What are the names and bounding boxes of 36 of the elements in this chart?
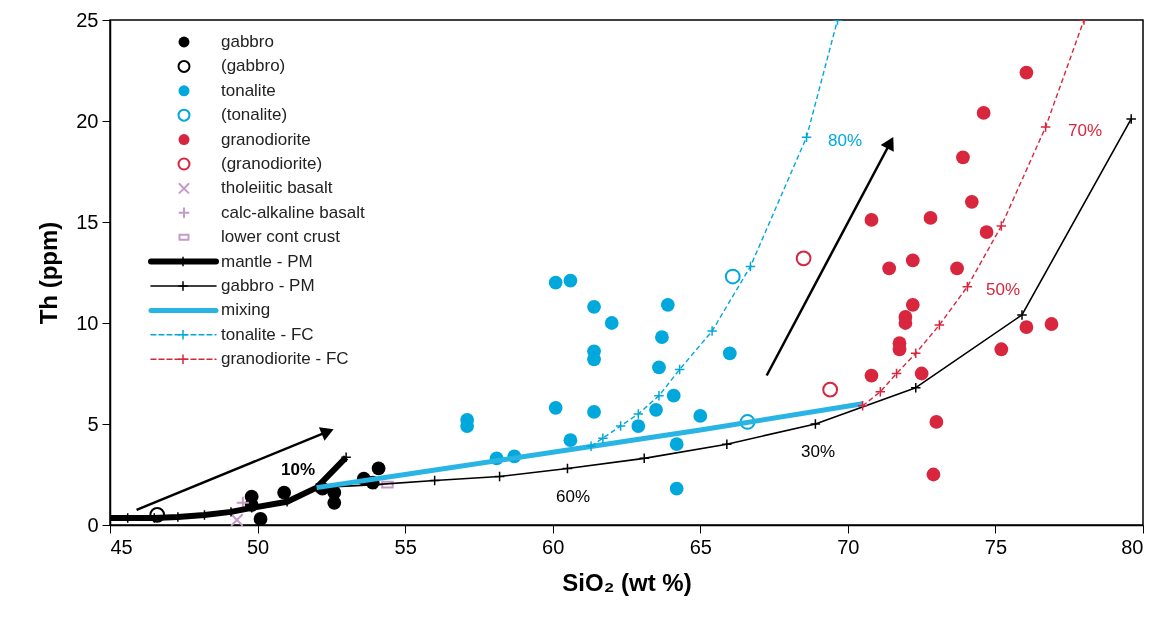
annotation: 30% (800, 442, 836, 461)
legend-label: tholeiitic basalt (221, 178, 333, 198)
legend-label: lower cont crust (221, 227, 341, 247)
y-tick-label: 15 (76, 210, 99, 233)
x-tick-label: 60 (542, 535, 565, 558)
legend-label: tonalite (221, 80, 276, 100)
y-tick-label: 25 (76, 8, 99, 31)
legend-label: (gabbro) (221, 56, 286, 76)
x-tick-label: 45 (110, 535, 133, 558)
x-tick-label: 50 (246, 535, 270, 558)
legend-label: gabbro - PM (221, 276, 315, 295)
x-tick-label: 65 (689, 535, 712, 558)
annotation: 60% (555, 487, 591, 506)
x-axis-title: SiO₂ (wt %) (562, 568, 692, 596)
legend-label: gabbro (221, 32, 274, 51)
y-tick-label: 5 (87, 412, 99, 435)
legend-label: granodiorite - FC (221, 349, 349, 369)
x-tick-label: 70 (837, 535, 860, 558)
x-tick-label: 55 (394, 535, 417, 558)
y-tick-label: 20 (76, 109, 99, 132)
y-tick-label: 10 (76, 311, 99, 334)
annotation: 50% (985, 280, 1021, 299)
annotation: 70% (1067, 121, 1103, 140)
legend-label: (tonalite) (221, 105, 288, 125)
legend-label: mixing (221, 300, 271, 320)
legend-label: calc-alkaline basalt (221, 202, 365, 222)
legend-label: (granodiorite) (221, 154, 323, 173)
x-tick-label: 75 (984, 535, 1008, 558)
x-tick-label: 80 (1121, 535, 1144, 558)
annotation: 10% (280, 460, 316, 479)
annotation: 80% (827, 131, 863, 150)
legend-label: granodiorite (221, 129, 311, 149)
y-tick-label: 0 (87, 513, 99, 536)
y-axis-title: Th (ppm) (35, 221, 63, 325)
legend-label: mantle - PM (221, 251, 313, 271)
legend-label: tonalite - FC (221, 324, 314, 344)
